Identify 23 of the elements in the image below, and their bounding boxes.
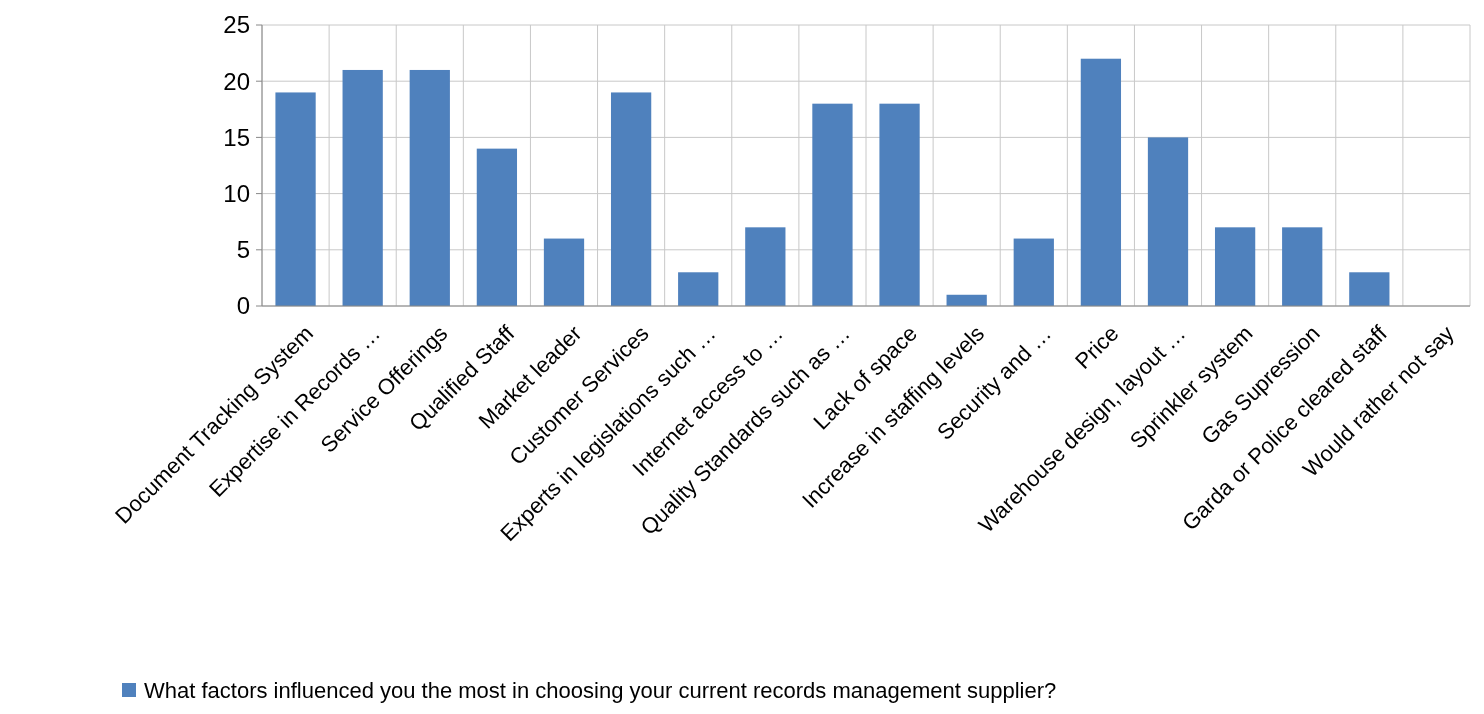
legend-label: What factors influenced you the most in choosing your current records management supplier? bbox=[144, 677, 1057, 703]
bar bbox=[1080, 58, 1122, 306]
y-tick-label: 15 bbox=[223, 123, 250, 151]
y-tick-label: 10 bbox=[223, 180, 250, 207]
bar bbox=[543, 238, 585, 306]
bar bbox=[610, 92, 652, 306]
bar bbox=[342, 69, 383, 306]
bar bbox=[1214, 227, 1256, 306]
y-tick-label: 0 bbox=[236, 292, 250, 320]
bar bbox=[812, 103, 853, 306]
bar bbox=[678, 272, 719, 306]
y-tick-label: 25 bbox=[223, 11, 250, 39]
bar bbox=[1282, 227, 1323, 306]
bar bbox=[476, 148, 518, 306]
bar bbox=[879, 103, 920, 306]
y-tick-label: 5 bbox=[236, 236, 250, 264]
bar bbox=[275, 92, 316, 306]
bar bbox=[1147, 137, 1189, 306]
y-tick-label: 20 bbox=[223, 67, 250, 95]
bar bbox=[745, 227, 786, 306]
bar bbox=[1013, 238, 1054, 306]
bar bbox=[1349, 272, 1390, 306]
bar bbox=[409, 69, 450, 306]
